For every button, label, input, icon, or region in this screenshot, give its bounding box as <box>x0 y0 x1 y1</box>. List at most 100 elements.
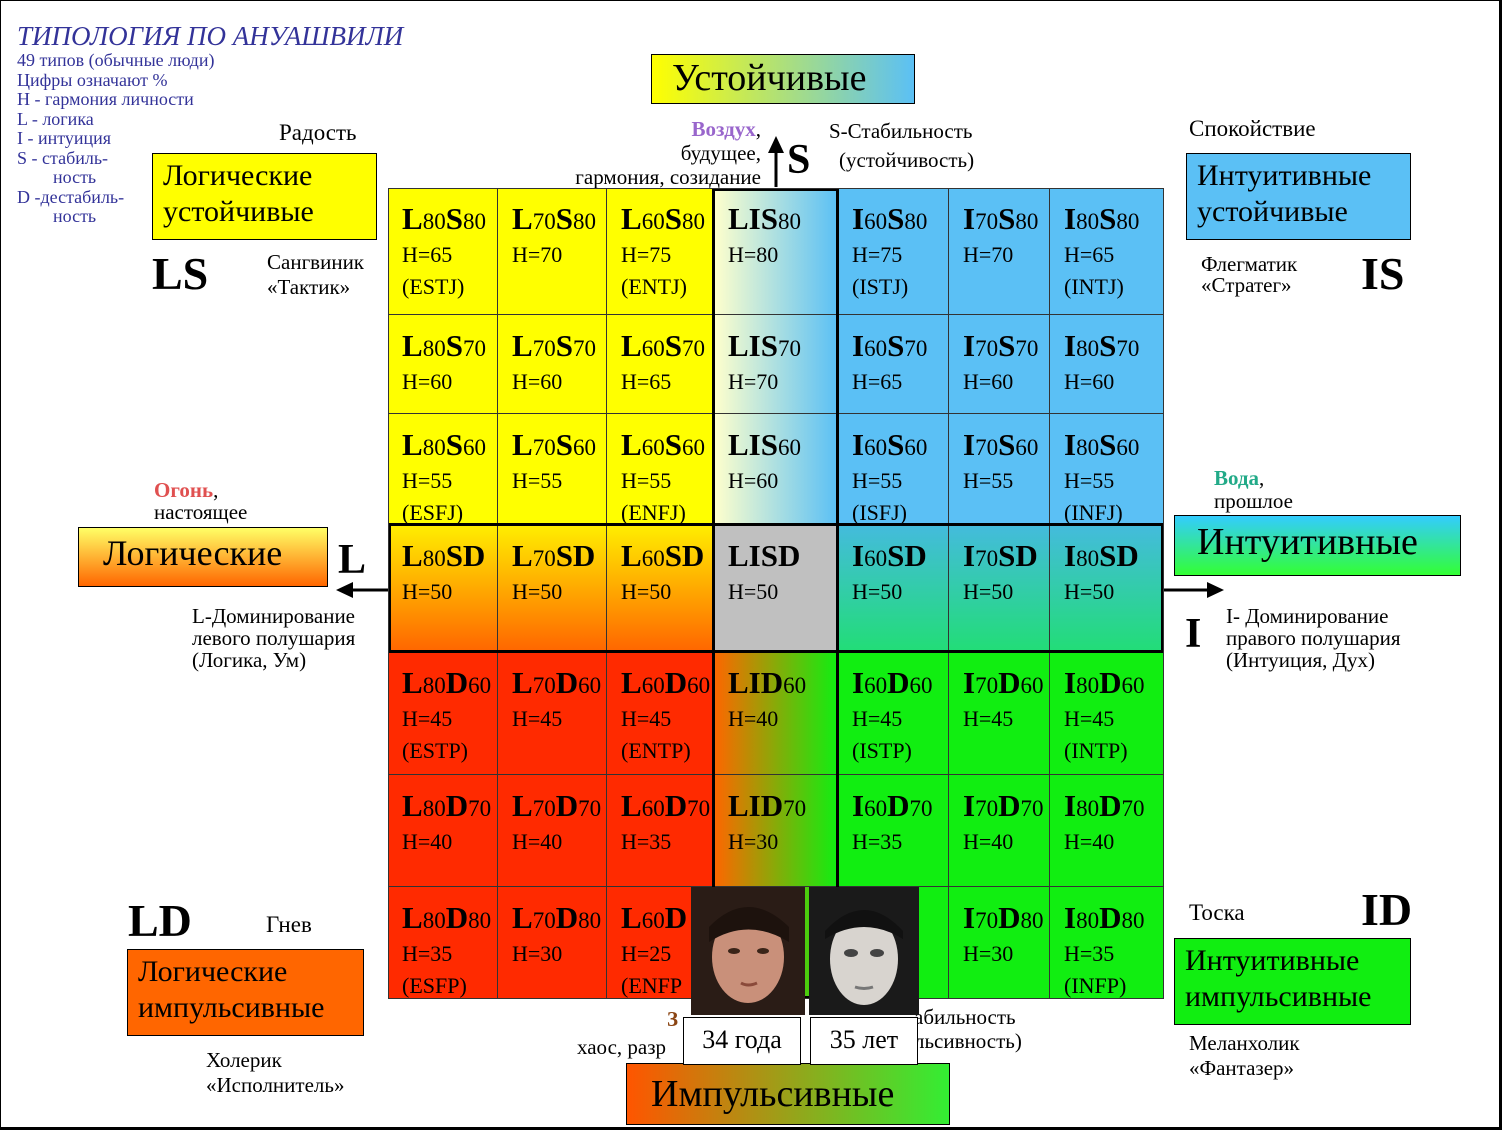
ls-temperament: Сангвиник <box>267 250 365 274</box>
type-letters: I <box>963 328 976 363</box>
type-percent: 60 <box>641 673 665 698</box>
type-percent: 70 <box>532 209 556 234</box>
air-label: Воздух, будущее, <box>541 117 761 165</box>
type-letters: L <box>512 328 533 363</box>
type-letters: D <box>664 665 688 700</box>
type-percent: 70 <box>532 546 556 571</box>
type-code: I70SD <box>963 539 1038 576</box>
type-cell: L70S70 H=60 <box>498 315 607 414</box>
type-cell: L80S70 H=60 <box>388 315 498 414</box>
is-emotion: Спокойствие <box>1189 116 1316 141</box>
mbti-code: (INFP) <box>1064 973 1127 998</box>
type-cell: LID60 H=40 <box>714 652 838 775</box>
type-cell: I80S70 H=60 <box>1050 315 1164 414</box>
type-code: I70S80 <box>963 202 1038 239</box>
type-cell: I80D80 H=35 (INFP) <box>1050 887 1164 999</box>
type-code: I60SD <box>852 539 927 576</box>
harmony-value: H=40 <box>1064 829 1115 854</box>
legend-title: ТИПОЛОГИЯ ПО АНУАШВИЛИ <box>17 21 404 51</box>
type-percent: 70 <box>468 796 492 821</box>
type-letters: D <box>555 788 579 823</box>
type-percent: 70 <box>572 336 596 361</box>
type-letters: S <box>1099 328 1117 363</box>
type-code: L60D <box>621 901 687 938</box>
l-desc1: L-Доминирование <box>192 604 356 628</box>
type-percent: 70 <box>1121 796 1145 821</box>
harmony-value: H=40 <box>963 829 1014 854</box>
harmony-value: H=70 <box>963 242 1014 267</box>
harmony-value: H=50 <box>621 579 672 604</box>
face-photo-icon <box>809 887 919 1015</box>
type-letters: D <box>1099 665 1122 700</box>
harmony-value: H=60 <box>402 369 453 394</box>
type-cell: L70SD H=50 <box>498 525 607 652</box>
harmony-value: H=55 <box>1064 468 1115 493</box>
type-percent: 70 <box>975 546 999 571</box>
type-percent: 70 <box>532 336 556 361</box>
type-cell: LID70 H=30 <box>714 775 838 887</box>
type-percent: 60 <box>681 435 705 460</box>
type-percent: 70 <box>904 336 928 361</box>
fire-word: Огонь <box>154 478 214 502</box>
l-desc2: левого полушария <box>192 626 356 650</box>
type-letters: S <box>664 328 682 363</box>
type-cell: L60S80 H=75 (ENTJ) <box>607 188 714 315</box>
type-cell: L60S70 H=65 <box>607 315 714 414</box>
type-code: L60SD <box>621 539 704 576</box>
type-percent: 60 <box>687 673 711 698</box>
type-cell: LIS60 H=60 <box>714 414 838 525</box>
type-letters: D <box>445 788 469 823</box>
ld-emotion: Гнев <box>266 912 312 937</box>
type-code: L60D70 <box>621 789 710 826</box>
type-letters: S <box>887 427 905 462</box>
mbti-code: (ESTJ) <box>402 274 465 299</box>
type-percent: 80 <box>422 435 446 460</box>
type-code: I70S60 <box>963 428 1038 465</box>
arrow-right-icon <box>1207 582 1224 598</box>
type-code: I80D60 <box>1064 666 1144 703</box>
arrow-left-icon <box>336 582 353 598</box>
i-desc1: I- Доминирование <box>1226 604 1389 628</box>
arrow-up-icon <box>768 136 784 153</box>
type-percent: 80 <box>422 673 446 698</box>
type-letters: D <box>664 788 688 823</box>
is-box-line1: Интуитивные <box>1197 159 1372 192</box>
type-letters: I <box>852 538 865 573</box>
type-percent: 60 <box>468 673 492 698</box>
id-emotion: Тоска <box>1189 900 1245 925</box>
type-letters: D <box>887 665 910 700</box>
type-letters: D <box>887 788 910 823</box>
type-code: I80D70 <box>1064 789 1144 826</box>
type-letters: SD <box>445 538 486 573</box>
type-percent: 70 <box>578 796 602 821</box>
type-percent: 60 <box>1020 673 1044 698</box>
type-code: LIS70 <box>728 329 801 366</box>
axis-letter-l: L <box>338 537 367 583</box>
type-percent: 80 <box>1116 209 1140 234</box>
air-comma: , <box>755 117 761 141</box>
type-letters: I <box>963 427 976 462</box>
id-role: «Фантазер» <box>1189 1056 1295 1080</box>
type-letters: LIS <box>728 427 778 462</box>
ld-role: «Исполнитель» <box>206 1073 345 1097</box>
type-percent: 80 <box>468 908 492 933</box>
type-code: I80D80 <box>1064 901 1144 938</box>
type-letters: L <box>512 427 533 462</box>
harmony-value: H=25 <box>621 941 672 966</box>
type-code: L70D80 <box>512 901 601 938</box>
type-letters: S <box>887 201 905 236</box>
type-cell: L70D70 H=40 <box>498 775 607 887</box>
type-cell: L70S60 H=55 <box>498 414 607 525</box>
type-letters: D <box>664 900 688 935</box>
type-percent: 70 <box>462 336 486 361</box>
is-code: IS <box>1361 248 1405 299</box>
legend-line: 49 типов (обычные люди) <box>17 50 215 70</box>
mbti-code: (ENFJ) <box>621 500 686 525</box>
harmony-value: H=40 <box>512 829 563 854</box>
ls-emotion: Радость <box>279 120 357 145</box>
harmony-value: H=60 <box>728 468 779 493</box>
ls-box-line1: Логические <box>163 159 313 192</box>
type-letters: S <box>555 427 573 462</box>
type-code: L60D60 <box>621 666 710 703</box>
axis-letter-i: I <box>1185 611 1202 657</box>
